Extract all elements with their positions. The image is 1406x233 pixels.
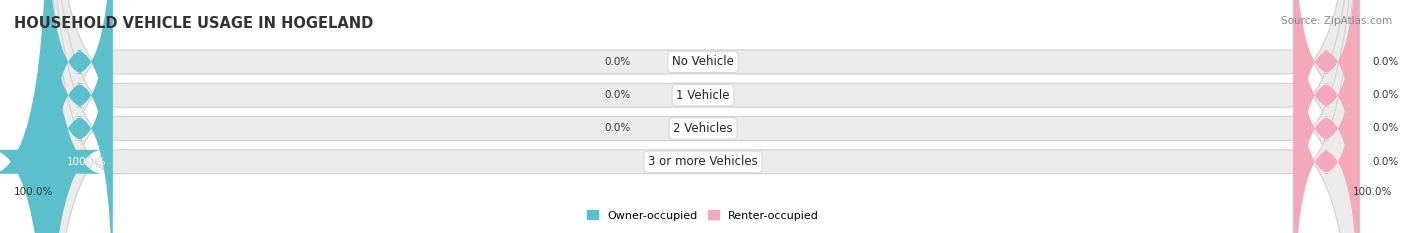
Text: 3 or more Vehicles: 3 or more Vehicles: [648, 155, 758, 168]
FancyBboxPatch shape: [1294, 0, 1360, 233]
Text: 0.0%: 0.0%: [1372, 57, 1399, 67]
FancyBboxPatch shape: [0, 0, 104, 233]
Text: 0.0%: 0.0%: [605, 90, 631, 100]
Text: 1 Vehicle: 1 Vehicle: [676, 89, 730, 102]
Legend: Owner-occupied, Renter-occupied: Owner-occupied, Renter-occupied: [582, 206, 824, 225]
FancyBboxPatch shape: [46, 0, 112, 233]
Text: 0.0%: 0.0%: [605, 57, 631, 67]
FancyBboxPatch shape: [46, 0, 1360, 233]
Text: No Vehicle: No Vehicle: [672, 55, 734, 69]
Text: 100.0%: 100.0%: [1353, 187, 1392, 197]
FancyBboxPatch shape: [46, 0, 1360, 233]
Text: 0.0%: 0.0%: [1372, 90, 1399, 100]
Text: 100.0%: 100.0%: [14, 187, 53, 197]
FancyBboxPatch shape: [1294, 0, 1360, 233]
Text: Source: ZipAtlas.com: Source: ZipAtlas.com: [1281, 16, 1392, 26]
FancyBboxPatch shape: [1294, 0, 1360, 233]
Text: 2 Vehicles: 2 Vehicles: [673, 122, 733, 135]
Text: 0.0%: 0.0%: [1372, 123, 1399, 134]
Text: 0.0%: 0.0%: [605, 123, 631, 134]
Text: 0.0%: 0.0%: [1372, 157, 1399, 167]
Text: HOUSEHOLD VEHICLE USAGE IN HOGELAND: HOUSEHOLD VEHICLE USAGE IN HOGELAND: [14, 16, 374, 31]
FancyBboxPatch shape: [46, 0, 112, 233]
FancyBboxPatch shape: [46, 0, 1360, 233]
FancyBboxPatch shape: [46, 0, 112, 233]
FancyBboxPatch shape: [1294, 0, 1360, 233]
Text: 100.0%: 100.0%: [66, 157, 105, 167]
FancyBboxPatch shape: [46, 0, 1360, 233]
